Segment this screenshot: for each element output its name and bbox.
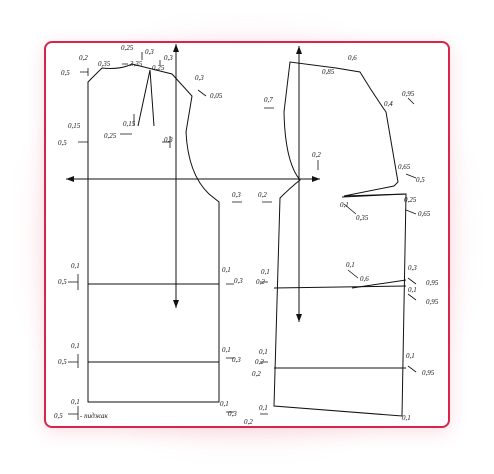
label-front-07: 0,7 — [264, 96, 273, 104]
label-back-335: 3,35 — [129, 60, 143, 68]
label-front-l02b: 0,2 — [256, 278, 265, 286]
label-back-right-03b: 0,3 — [234, 277, 243, 285]
label-back-05a: 0,5 — [61, 69, 70, 77]
label-back-05c: 0,5 — [58, 278, 67, 286]
label-front-r01: 0,1 — [408, 286, 417, 294]
label-front-l02c: 0,2 — [255, 358, 264, 366]
label-back-03b: 0,3 — [164, 54, 173, 62]
label-front-025: 0,25 — [404, 196, 417, 204]
label-front-l01a: 0,1 — [261, 268, 270, 276]
label-back-025b: 0,25 — [152, 64, 165, 72]
label-front-065: 0,65 — [398, 163, 411, 171]
label-back-025: 0,25 — [121, 44, 134, 52]
label-front-085: 0,85 — [322, 68, 335, 76]
label-back-015a: 0,15 — [68, 122, 81, 130]
back-dart — [137, 69, 155, 127]
label-back-right-01c: 0,1 — [220, 400, 229, 408]
label-back-015b: 0,15 — [123, 120, 136, 128]
label-front-095b: 0,95 — [426, 298, 439, 306]
label-front-05: 0,5 — [416, 176, 425, 184]
label-back-005: 0,05 — [210, 92, 223, 100]
front-bust-dart — [341, 193, 407, 198]
label-front-095a: 0,95 — [426, 279, 439, 287]
label-front-06: 0,6 — [348, 54, 357, 62]
label-back-03a: 0,3 — [145, 48, 154, 56]
label-back-right-01b: 0,1 — [222, 346, 231, 354]
label-front-l02e: 0,2 — [244, 418, 253, 426]
label-back-03d: 0,3 — [164, 136, 173, 144]
label-front-m01: 0,1 — [340, 201, 349, 209]
label-front-065b: 0,65 — [418, 210, 431, 218]
label-front-095: 0,95 — [402, 90, 415, 98]
label-back-01c: 0,1 — [71, 398, 80, 406]
label-front-r01b: 0,1 — [406, 352, 415, 360]
label-back-pidzhak: - пиджак — [80, 412, 109, 420]
label-front-r01c: 0,1 — [402, 414, 411, 422]
label-back-025c: 0,25 — [104, 132, 117, 140]
label-front-l01b: 0,1 — [259, 348, 268, 356]
label-back-01a: 0,1 — [71, 262, 80, 270]
pattern-image-frame: 0,2 0,25 0,3 0,3 0,5 0,35 3,35 0,25 0,3 … — [44, 41, 450, 428]
front-hip-line — [273, 285, 407, 289]
label-back-035: 0,35 — [98, 60, 111, 68]
label-back-05d: 0,5 — [58, 358, 67, 366]
label-back-01b: 0,1 — [71, 342, 80, 350]
label-front-04: 0,4 — [384, 100, 393, 108]
label-front-l02: 0,2 — [258, 191, 267, 199]
label-front-02: 0,2 — [312, 151, 321, 159]
label-back-05e: 0,5 — [54, 412, 63, 420]
label-back-02: 0,2 — [79, 54, 88, 62]
label-front-r03: 0,3 — [408, 264, 417, 272]
label-front-06b: 0,6 — [360, 275, 369, 283]
label-front-l01d: 0,1 — [259, 404, 268, 412]
front-piece-outline — [273, 61, 407, 417]
front-waist-dart — [351, 279, 407, 289]
label-front-l02d: 0,2 — [252, 370, 261, 378]
label-front-095c: 0,95 — [422, 369, 435, 377]
label-back-right-03d: 0,3 — [228, 410, 237, 418]
label-front-m01b: 0,1 — [346, 261, 355, 269]
back-piece-outline — [87, 63, 220, 403]
garment-pattern-drawing: 0,2 0,25 0,3 0,3 0,5 0,35 3,35 0,25 0,3 … — [54, 44, 439, 426]
label-back-03c: 0,3 — [195, 74, 204, 82]
label-back-right-03c: 0,3 — [232, 356, 241, 364]
label-back-05b: 0,5 — [58, 139, 67, 147]
label-front-035: 0,35 — [356, 214, 369, 222]
label-back-right-03: 0,3 — [232, 191, 241, 199]
label-back-right-01a: 0,1 — [222, 266, 231, 274]
